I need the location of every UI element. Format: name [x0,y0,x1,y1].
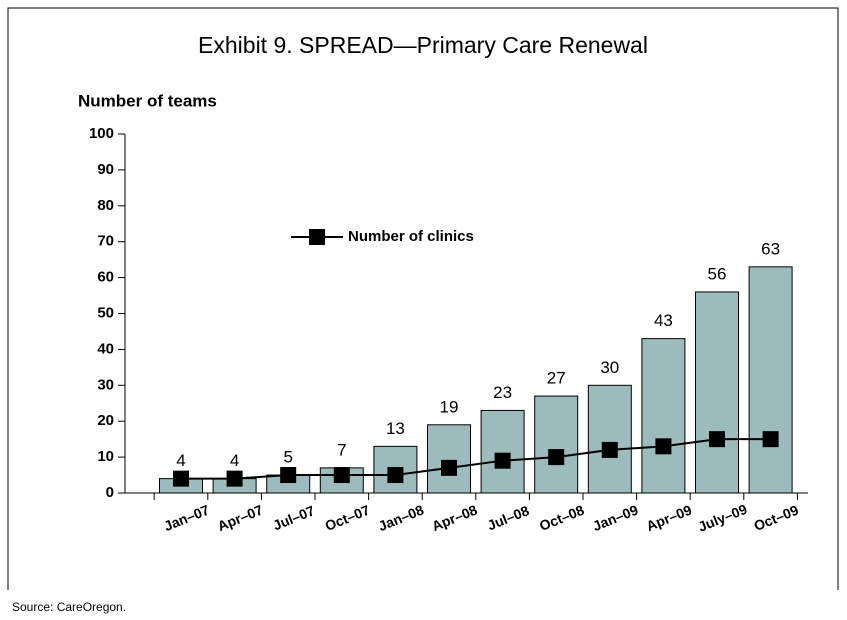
x-tick-label: Apr–07 [215,501,265,534]
marker [494,452,511,469]
bar [748,266,793,494]
marker [548,449,565,466]
bar [480,409,525,494]
value-label: 43 [654,311,673,330]
y-tick-label: 60 [97,269,114,286]
marker [441,459,457,476]
marker [762,431,779,448]
y-tick-label: 80 [97,197,114,214]
value-label: 63 [761,239,780,258]
x-tick-label: Apr–09 [644,501,694,534]
value-label: 30 [600,358,619,377]
y-axis-label: Number of teams [78,91,217,110]
bar [427,424,471,494]
marker [655,438,672,455]
value-label: 7 [337,440,346,459]
y-tick-label: 30 [97,376,114,393]
value-label: 56 [708,264,727,283]
x-tick-label: July–09 [696,501,750,535]
value-label: 13 [386,419,405,438]
marker [173,470,189,487]
source: Source: CareOregon. [12,600,126,614]
bar [641,338,686,494]
y-tick-label: 0 [106,484,114,501]
value-label: 4 [230,451,239,470]
x-tick-label: Jan–07 [162,501,212,534]
x-tick-label: Jan–09 [590,501,640,534]
bar [695,291,739,494]
value-label: 19 [440,397,459,416]
y-tick-label: 40 [97,340,114,357]
x-tick-label: Oct–08 [537,502,586,534]
x-tick-label: Jan–08 [376,501,426,534]
value-label: 4 [176,451,185,470]
x-tick-label: Jul–08 [485,502,532,533]
x-tick-label: Oct–09 [751,502,800,534]
value-label: 23 [493,383,512,402]
y-tick-label: 70 [97,233,114,250]
marker [709,431,725,448]
x-tick-label: Jul–07 [271,502,318,533]
marker [333,467,350,484]
x-tick-label: Apr–08 [430,501,480,534]
legend-marker [309,229,325,245]
value-label: 5 [283,448,292,467]
y-tick-label: 10 [97,448,114,465]
bar [587,384,632,494]
marker [226,470,243,487]
marker [387,467,404,484]
y-tick-label: 50 [97,304,114,321]
line [181,438,771,480]
legend-label: Number of clinics [348,228,474,245]
bar [534,395,579,494]
y-tick-label: 90 [97,161,114,178]
value-label: 27 [547,369,566,388]
x-tick-label: Oct–07 [323,502,372,534]
frame [7,7,839,590]
y-tick-label: 20 [97,412,114,429]
marker [601,441,618,458]
y-tick-label: 100 [89,125,114,142]
chart-title: Exhibit 9. SPREAD—Primary Care Renewal [198,32,648,58]
marker [280,467,297,484]
